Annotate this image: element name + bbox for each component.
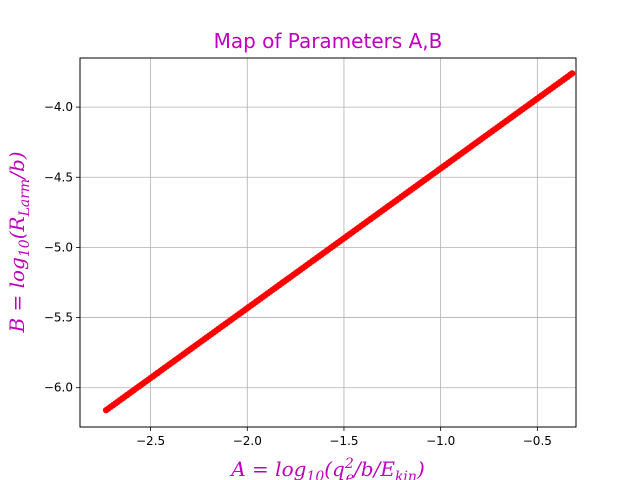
x-tick-label: −1.0: [426, 434, 455, 448]
y-tick-label: −6.0: [44, 381, 73, 395]
x-tick-label: −2.5: [136, 434, 165, 448]
axes-frame: [79, 57, 577, 428]
data-series: [102, 70, 576, 414]
y-axis-label: B = log10(RLarm/b): [5, 151, 33, 333]
ticks: −2.5 −2.0 −1.5 −1.0 −0.5 −6.0 −5.5 −5.0 −4.5 −4.0: [44, 100, 552, 448]
x-tick-label: −1.5: [329, 434, 358, 448]
x-tick-label: −0.5: [523, 434, 552, 448]
x-tick-label: −2.0: [233, 434, 262, 448]
x-axis-label: A = log10(q2 e/b/Ekin): [229, 456, 425, 480]
grid: [80, 58, 576, 427]
chart-title: Map of Parameters A,B: [214, 29, 443, 53]
plot-area: −2.5 −2.0 −1.5 −1.0 −0.5 −6.0 −5.5 −5.0 −4.5 −4.0: [44, 57, 577, 448]
y-tick-label: −4.0: [44, 100, 73, 114]
y-tick-label: −5.0: [44, 240, 73, 254]
data-point: [568, 70, 576, 77]
y-tick-label: −4.5: [44, 170, 73, 184]
y-tick-label: −5.5: [44, 311, 73, 325]
